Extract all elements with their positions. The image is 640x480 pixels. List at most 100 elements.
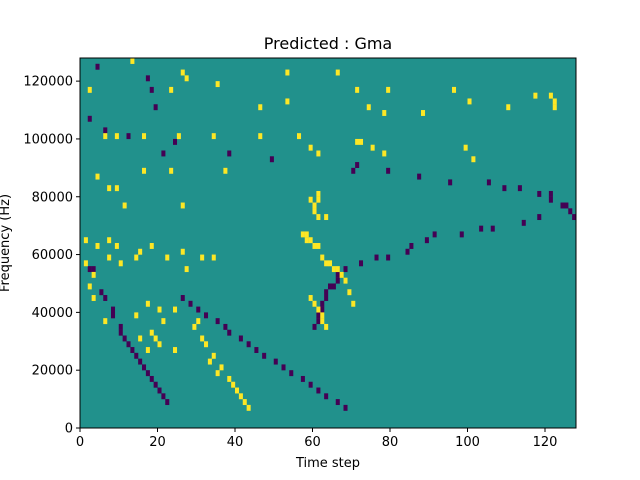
heatmap-cell-high <box>161 318 166 325</box>
heatmap-cell-low <box>262 352 267 359</box>
x-tick-label: 20 <box>149 435 166 450</box>
heatmap-cell-low <box>134 352 139 359</box>
heatmap-cell-high <box>386 86 391 93</box>
heatmap-cell-low <box>188 300 193 307</box>
heatmap-cell-low <box>289 370 294 377</box>
heatmap-cell-high <box>153 335 158 342</box>
heatmap-cell-high <box>130 58 135 64</box>
heatmap-cell-high <box>180 248 185 255</box>
heatmap-cell-high <box>118 260 123 267</box>
heatmap-cell-high <box>312 202 317 209</box>
heatmap-cell-high <box>219 364 224 371</box>
heatmap-cell-high <box>258 104 263 111</box>
heatmap-cell-low <box>95 63 100 70</box>
heatmap-cell-high <box>107 185 112 192</box>
heatmap-cell-high <box>463 144 468 151</box>
x-tick-label: 40 <box>227 435 244 450</box>
plot-frame <box>79 57 577 429</box>
heatmap-cell-low <box>142 364 147 371</box>
heatmap-cell-low <box>335 277 340 284</box>
heatmap-cell-high <box>343 277 348 284</box>
heatmap-cell-low <box>335 399 340 406</box>
heatmap-cell-high <box>215 81 220 88</box>
heatmap-cell-high <box>308 144 313 151</box>
heatmap-cell-low <box>459 231 464 238</box>
heatmap-cell-low <box>448 179 453 186</box>
heatmap-cell-low <box>227 329 232 336</box>
heatmap-cell-high <box>157 341 162 348</box>
heatmap-cell-high <box>227 375 232 382</box>
y-tick-label: 80000 <box>32 190 73 205</box>
heatmap-cell-high <box>533 92 538 99</box>
heatmap-cell-low <box>215 318 220 325</box>
heatmap-cell-high <box>95 173 100 180</box>
heatmap-cell-high <box>180 69 185 76</box>
x-axis-label: Time step <box>295 456 360 471</box>
heatmap-cell-high <box>316 243 321 249</box>
x-tick-label: 60 <box>304 435 321 450</box>
heatmap-cell-low <box>153 381 158 388</box>
heatmap-cell-high <box>142 133 147 140</box>
heatmap-cell-high <box>339 271 344 278</box>
heatmap-cell-low <box>572 214 577 221</box>
heatmap-cell-low <box>374 254 379 261</box>
heatmap-cell-low <box>153 104 158 111</box>
heatmap-cell-high <box>138 248 143 255</box>
heatmap-cell-low <box>320 306 325 313</box>
heatmap-cell-high <box>355 138 360 145</box>
x-tick-label: 120 <box>533 435 558 450</box>
heatmap-cell-low <box>517 185 522 192</box>
heatmap-cell-low <box>122 335 127 342</box>
heatmap-cell-high <box>366 104 371 111</box>
heatmap-cell-low <box>335 271 340 278</box>
heatmap-cell-high <box>304 237 309 244</box>
heatmap-cell-high <box>173 347 178 353</box>
heatmap-cell-low <box>548 190 553 197</box>
heatmap-cell-high <box>142 167 147 174</box>
heatmap-cell-high <box>467 98 472 105</box>
heatmap-cell-low <box>138 358 143 365</box>
plot-area <box>79 57 577 429</box>
heatmap-cell-low <box>324 289 329 296</box>
heatmap-cell-low <box>417 173 422 180</box>
heatmap-cell-low <box>103 127 108 134</box>
heatmap-cell-high <box>548 92 553 99</box>
heatmap-cell-high <box>328 260 333 267</box>
y-tick-label: 100000 <box>23 132 73 147</box>
heatmap-cell-high <box>231 381 236 388</box>
heatmap-cell-low <box>145 75 150 82</box>
heatmap-cell-high <box>324 260 329 267</box>
heatmap-cell-high <box>242 399 247 406</box>
heatmap-cell-low <box>324 393 329 400</box>
heatmap-cell-low <box>343 404 348 411</box>
heatmap-cell-high <box>122 202 127 209</box>
chart-title: Predicted : Gma <box>264 34 392 53</box>
heatmap-cell-high <box>83 237 88 244</box>
heatmap-cell-high <box>103 133 108 140</box>
heatmap-cell-high <box>324 323 329 330</box>
heatmap-cell-high <box>246 404 251 411</box>
heatmap-cell-high <box>324 214 329 221</box>
heatmap-cell-high <box>145 347 150 353</box>
heatmap-cell-low <box>281 364 286 371</box>
heatmap-cell-high <box>308 237 313 244</box>
heatmap-cell-high <box>103 318 108 325</box>
heatmap-cell-high <box>87 283 92 290</box>
heatmap-cell-high <box>370 144 375 151</box>
heatmap-cell-low <box>157 387 162 394</box>
heatmap-cell-low <box>316 312 321 319</box>
heatmap-cell-high <box>308 295 313 301</box>
heatmap-cell-high <box>382 110 387 116</box>
heatmap-cell-high <box>335 69 340 76</box>
heatmap-cell-low <box>238 335 243 342</box>
heatmap-cells <box>83 58 577 411</box>
heatmap-cell-high <box>176 133 181 140</box>
heatmap-cell-high <box>95 243 100 249</box>
heatmap-cell-high <box>471 156 476 163</box>
plot-background <box>80 58 576 428</box>
heatmap-cell-high <box>347 289 352 296</box>
heatmap-cell-high <box>134 312 139 319</box>
heatmap-cell-high <box>382 150 387 157</box>
heatmap-cell-low <box>149 375 154 382</box>
